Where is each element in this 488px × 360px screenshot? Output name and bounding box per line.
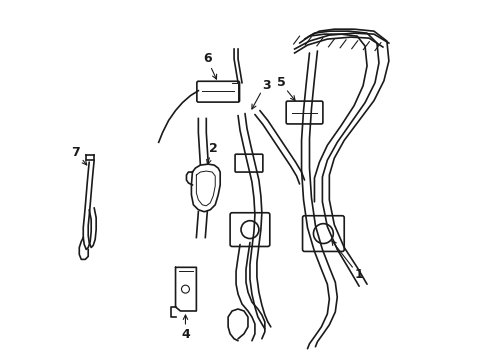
- Text: 5: 5: [277, 76, 285, 89]
- FancyBboxPatch shape: [285, 101, 322, 124]
- Text: 4: 4: [181, 328, 189, 341]
- Text: 2: 2: [208, 142, 217, 155]
- Text: 1: 1: [354, 268, 363, 281]
- FancyBboxPatch shape: [230, 213, 269, 247]
- Text: 7: 7: [71, 146, 80, 159]
- Text: 3: 3: [262, 79, 270, 92]
- Text: 6: 6: [203, 53, 211, 66]
- FancyBboxPatch shape: [197, 81, 239, 102]
- FancyBboxPatch shape: [235, 154, 263, 172]
- FancyBboxPatch shape: [302, 216, 344, 251]
